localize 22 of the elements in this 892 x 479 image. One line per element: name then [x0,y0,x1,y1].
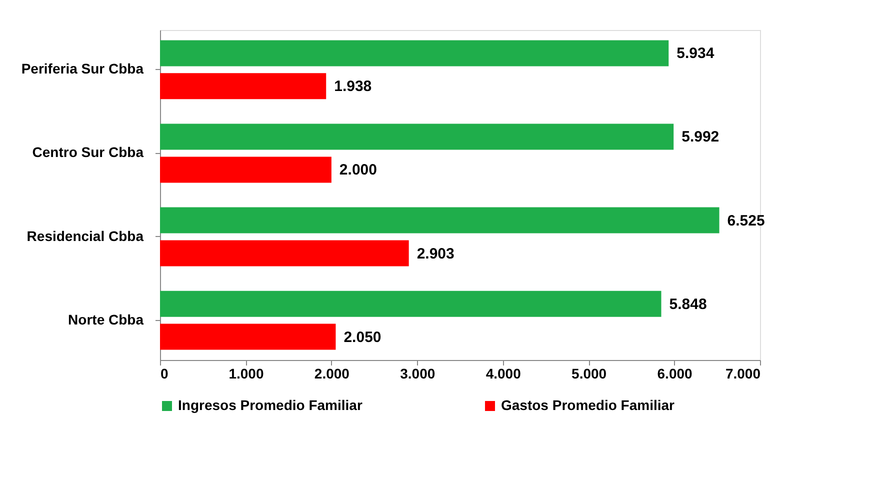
data-label: 5.848 [669,296,707,313]
data-label: 6.525 [727,212,765,230]
data-label: 5.934 [676,45,715,62]
x-tick-label: 7.000 [725,366,761,382]
x-tick-label: 1.000 [228,366,264,382]
x-tick-label: 3.000 [400,366,436,382]
data-label: 2.903 [416,245,454,262]
x-tick-label: 6.000 [657,366,693,382]
y-tick-label: Residencial Cbba [26,228,144,244]
data-label: 2.050 [344,328,382,346]
y-tick-label: Centro Sur Cbba [32,144,144,160]
x-tick-label: 2.000 [314,366,350,382]
x-tick-label: 4.000 [486,366,522,382]
x-tick-label: 0 [160,366,168,382]
legend-label: Gastos Promedio Familiar [501,397,676,413]
data-label: 2.000 [339,162,377,179]
x-tick-label: 5.000 [572,366,607,382]
y-tick-label: Norte Cbba [68,311,144,328]
y-tick-label: Periferia Sur Cbba [21,60,144,77]
data-label: 5.992 [682,128,720,146]
legend-label: Ingresos Promedio Familiar [178,397,363,413]
data-label: 1.938 [334,78,372,96]
